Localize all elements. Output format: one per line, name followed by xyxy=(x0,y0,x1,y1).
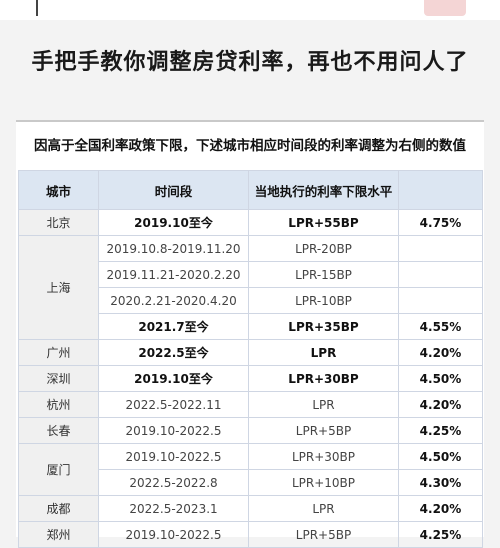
value-cell: 4.20% xyxy=(398,391,483,418)
table-row: 厦门 2019.10-2022.5 LPR+30BP 4.50% xyxy=(18,443,483,496)
top-right-tab[interactable] xyxy=(424,0,466,16)
value-cell: 4.20% xyxy=(398,495,483,522)
rate-cell: LPR xyxy=(248,391,399,418)
period-cell: 2019.10-2022.5 xyxy=(98,417,249,444)
table-row: 2022.5-2022.8 LPR+10BP 4.30% xyxy=(19,469,483,496)
rate-cell: LPR+30BP xyxy=(248,443,399,470)
rate-cell: LPR xyxy=(248,495,399,522)
table-row: 2019.11.21-2020.2.20 LPR-15BP xyxy=(19,261,483,288)
table-header-row: 城市 时间段 当地执行的利率下限水平 xyxy=(18,170,483,210)
period-cell: 2022.5-2022.11 xyxy=(98,391,249,418)
period-cell: 2019.10-2022.5 xyxy=(98,443,249,470)
period-cell: 2019.11.21-2020.2.20 xyxy=(98,261,249,288)
period-cell: 2019.10至今 xyxy=(98,209,249,236)
header-period: 时间段 xyxy=(98,170,249,210)
city-cell: 深圳 xyxy=(18,365,99,392)
table-row: 杭州 2022.5-2022.11 LPR 4.20% xyxy=(18,391,483,418)
table-notice: 因高于全国利率政策下限，下述城市相应时间段的利率调整为右侧的数值 xyxy=(34,138,466,154)
value-cell: 4.50% xyxy=(398,443,483,470)
city-cell: 广州 xyxy=(18,339,99,366)
header-value xyxy=(398,170,483,210)
period-cell: 2021.7至今 xyxy=(98,313,249,340)
rate-cell: LPR+35BP xyxy=(248,313,399,340)
table-row: 深圳 2019.10至今 LPR+30BP 4.50% xyxy=(18,365,483,392)
city-cell: 北京 xyxy=(18,209,99,236)
city-cell: 厦门 xyxy=(18,443,99,496)
value-cell: 4.75% xyxy=(398,209,483,236)
header-rate: 当地执行的利率下限水平 xyxy=(248,170,399,210)
table-row: 长春 2019.10-2022.5 LPR+5BP 4.25% xyxy=(18,417,483,444)
rate-cell: LPR+30BP xyxy=(248,365,399,392)
table-row: 2020.2.21-2020.4.20 LPR-10BP xyxy=(19,287,483,314)
rate-cell: LPR xyxy=(248,339,399,366)
table-row: 北京 2019.10至今 LPR+55BP 4.75% xyxy=(18,209,483,236)
value-cell: 4.50% xyxy=(398,365,483,392)
rate-cell: LPR-10BP xyxy=(248,287,399,314)
value-cell xyxy=(398,287,483,314)
divider-line xyxy=(36,0,38,16)
table-row: 2021.7至今 LPR+35BP 4.55% xyxy=(19,313,483,340)
period-cell: 2022.5至今 xyxy=(98,339,249,366)
value-cell: 4.20% xyxy=(398,339,483,366)
rate-cell: LPR+5BP xyxy=(248,417,399,444)
rate-cell: LPR+55BP xyxy=(248,209,399,236)
table-row: 广州 2022.5至今 LPR 4.20% xyxy=(18,339,483,366)
period-cell: 2022.5-2022.8 xyxy=(98,469,249,496)
value-cell xyxy=(398,261,483,288)
rate-cell: LPR-20BP xyxy=(248,235,399,262)
value-cell xyxy=(398,235,483,262)
value-cell: 4.25% xyxy=(398,417,483,444)
header-city: 城市 xyxy=(18,170,99,210)
city-cell: 成都 xyxy=(18,495,99,522)
rate-cell: LPR-15BP xyxy=(248,261,399,288)
period-cell: 2019.10.8-2019.11.20 xyxy=(98,235,249,262)
city-cell: 杭州 xyxy=(18,391,99,418)
rate-cell: LPR+10BP xyxy=(248,469,399,496)
top-strip xyxy=(0,0,500,20)
rate-table-card: 因高于全国利率政策下限，下述城市相应时间段的利率调整为右侧的数值 城市 时间段 … xyxy=(16,120,484,548)
rate-table: 城市 时间段 当地执行的利率下限水平 北京 2019.10至今 LPR+55BP… xyxy=(18,170,483,548)
table-row: 成都 2022.5-2023.1 LPR 4.20% xyxy=(18,495,483,522)
table-row: 上海 2019.10.8-2019.11.20 LPR-20BP xyxy=(18,235,483,340)
period-cell: 2022.5-2023.1 xyxy=(98,495,249,522)
city-cell: 上海 xyxy=(18,235,99,340)
period-cell: 2020.2.21-2020.4.20 xyxy=(98,287,249,314)
city-cell: 长春 xyxy=(18,417,99,444)
value-cell: 4.30% xyxy=(398,469,483,496)
article-headline: 手把手教你调整房贷利率，再也不用问人了 xyxy=(31,50,469,75)
period-cell: 2019.10至今 xyxy=(98,365,249,392)
value-cell: 4.55% xyxy=(398,313,483,340)
